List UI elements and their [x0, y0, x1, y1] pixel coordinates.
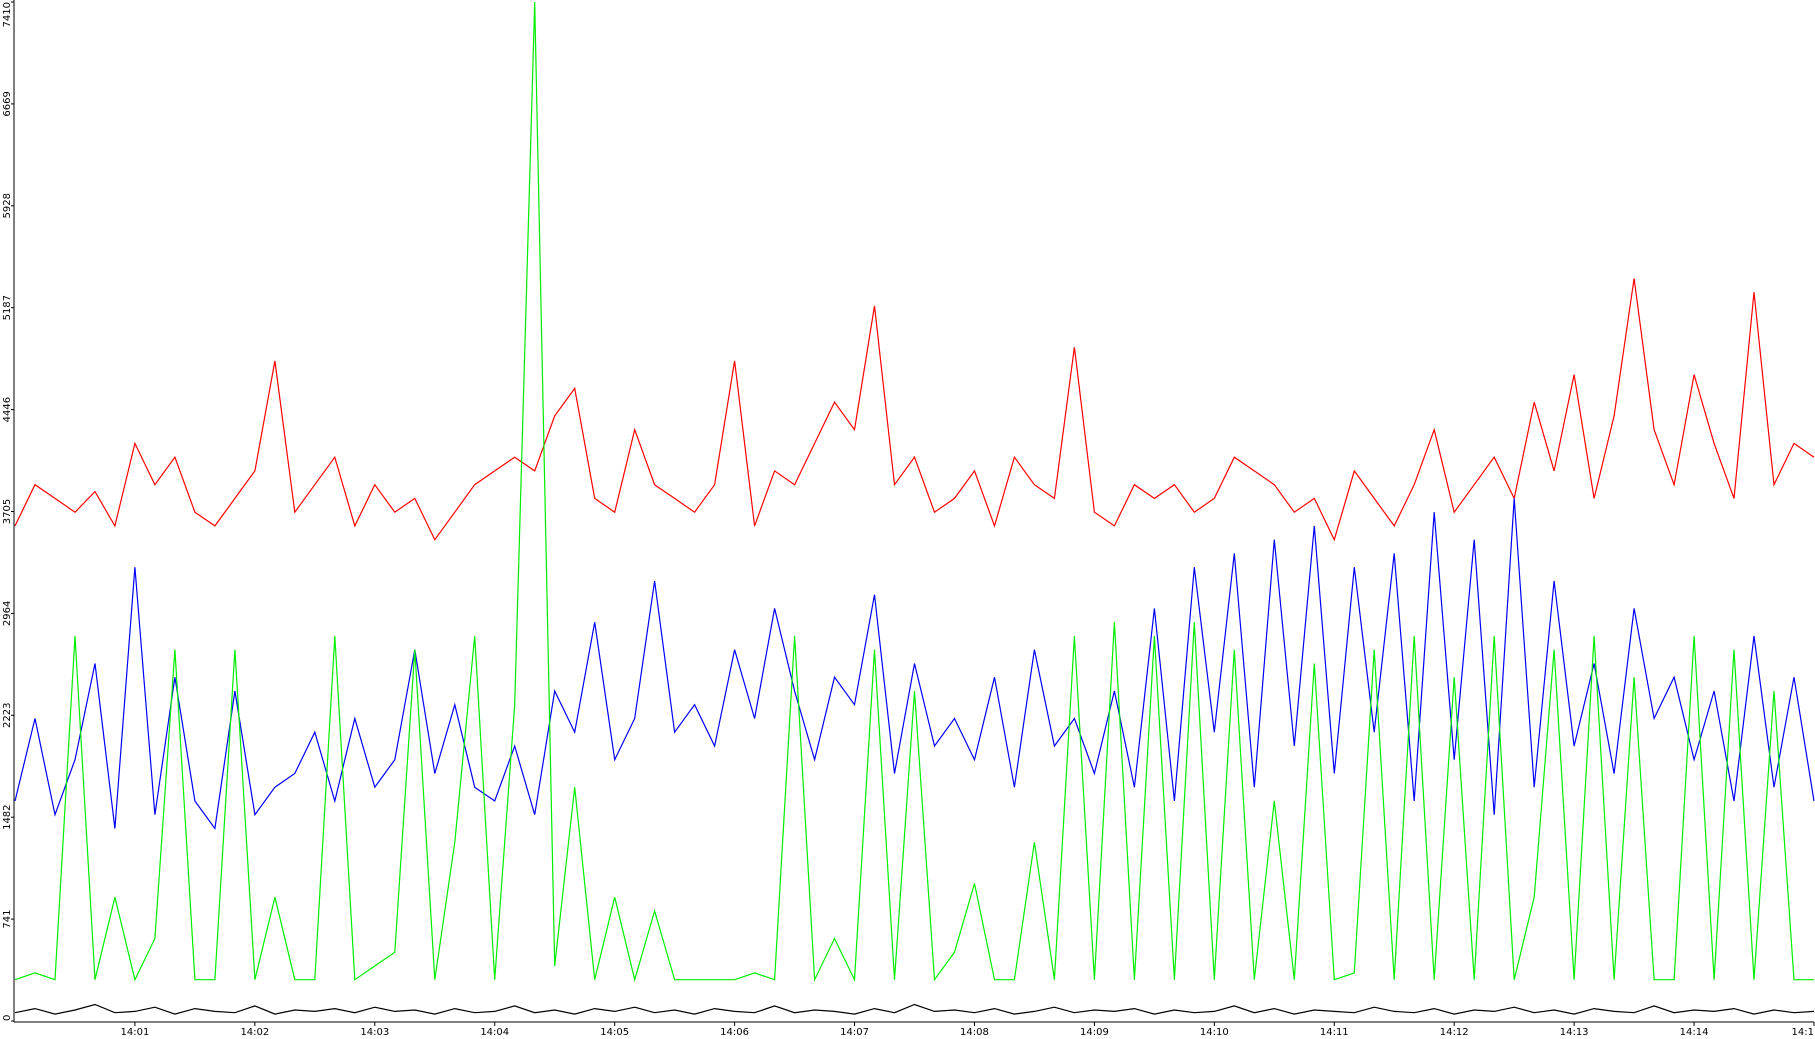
y-tick-label: 3705 [2, 499, 13, 524]
x-tick-label: 14:07 [840, 1027, 869, 1038]
x-tick-label: 14:05 [600, 1027, 629, 1038]
y-tick-label: 2964 [2, 601, 13, 626]
series-line [14, 1, 1814, 983]
y-tick-label: 2223 [2, 703, 13, 728]
x-tick-label: 14:12 [1440, 1027, 1469, 1038]
x-tick-label: 14:14 [1680, 1027, 1709, 1038]
x-tick-label: 14:02 [240, 1027, 269, 1038]
x-tick-label: 14:01 [121, 1027, 150, 1038]
series-line [14, 498, 1815, 831]
y-tick-label: 5187 [2, 295, 13, 320]
y-tick-label: 6669 [2, 91, 13, 116]
y-tick-label: 0 [2, 1015, 13, 1021]
y-tick-label: 1482 [2, 804, 13, 829]
series-line [14, 278, 1815, 542]
y-tick-label: 5928 [2, 193, 13, 218]
y-tick-label: 7410 [2, 2, 13, 27]
x-tick-label: 14:06 [720, 1027, 749, 1038]
x-tick-label: 14:10 [1200, 1027, 1229, 1038]
x-tick-label: 14:11 [1320, 1027, 1349, 1038]
x-tick-label: 14:04 [480, 1027, 509, 1038]
x-tick-label: 14:13 [1560, 1027, 1589, 1038]
x-tick-label: 14:08 [960, 1027, 989, 1038]
series-line [14, 1003, 1815, 1015]
x-tick-label: 14:1 [1792, 1027, 1814, 1038]
y-tick-label: 4446 [2, 397, 13, 422]
x-tick-label: 14:03 [360, 1027, 389, 1038]
y-tick-label: 741 [2, 910, 13, 929]
x-tick-label: 14:09 [1080, 1027, 1109, 1038]
